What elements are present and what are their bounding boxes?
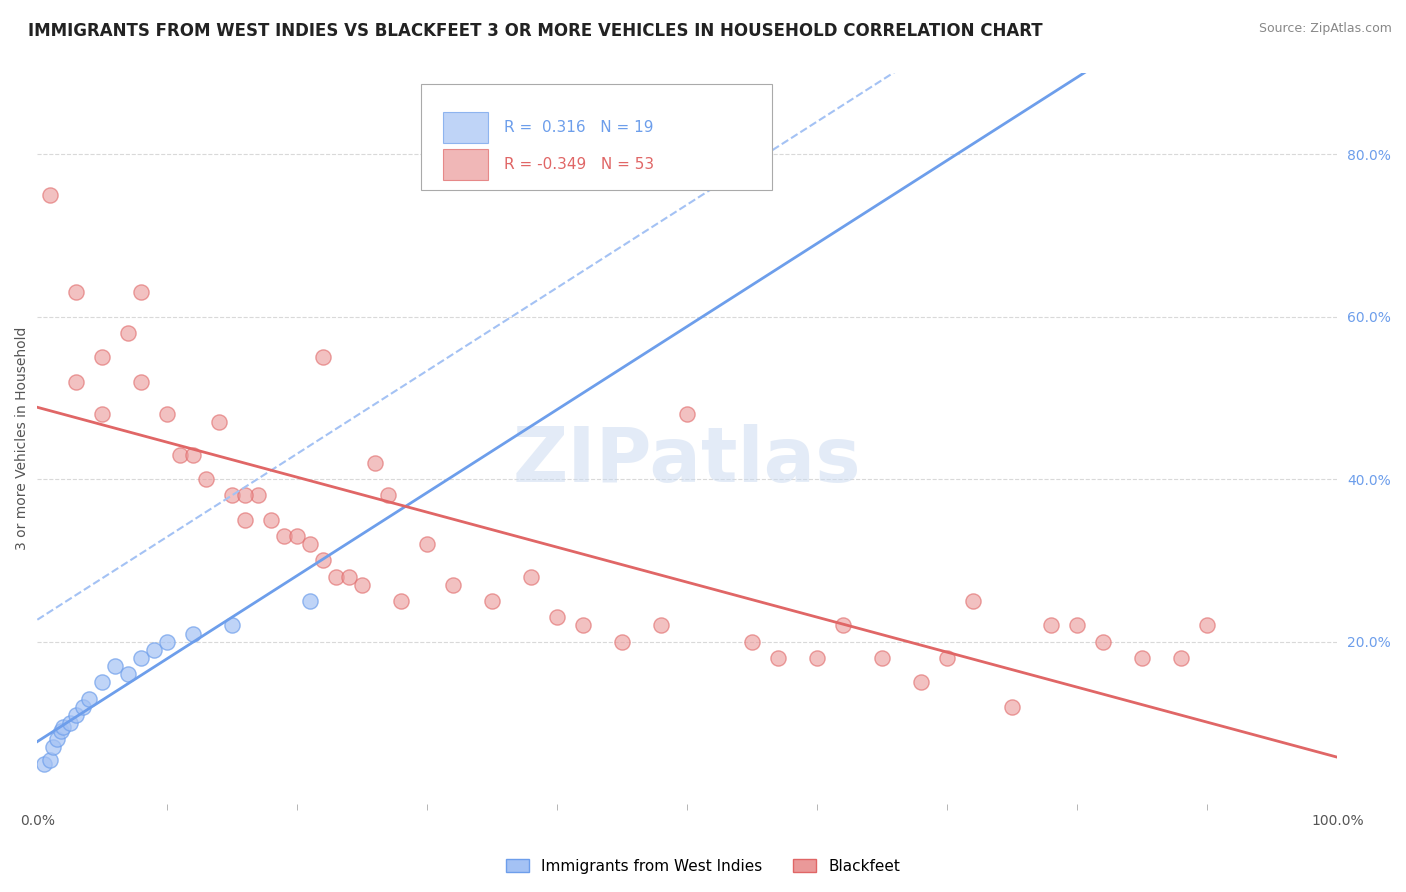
Point (233, 513, 256, 527)
Point (156, 634, 179, 648)
Point (1170, 651, 1192, 665)
Text: R = -0.349   N = 53: R = -0.349 N = 53 (505, 157, 654, 172)
Text: IMMIGRANTS FROM WEST INDIES VS BLACKFEET 3 OR MORE VEHICLES IN HOUSEHOLD CORRELA: IMMIGRANTS FROM WEST INDIES VS BLACKFEET… (28, 22, 1043, 40)
Point (91, 407, 114, 421)
Point (806, 651, 828, 665)
Point (156, 407, 179, 421)
Point (1001, 699, 1024, 714)
Point (572, 618, 595, 632)
Point (169, 448, 191, 462)
Point (45, 732, 67, 747)
FancyBboxPatch shape (420, 84, 772, 190)
Point (273, 529, 295, 543)
Point (1066, 618, 1088, 632)
FancyBboxPatch shape (443, 112, 488, 144)
Text: Source: ZipAtlas.com: Source: ZipAtlas.com (1258, 22, 1392, 36)
Point (832, 618, 855, 632)
Point (208, 415, 231, 429)
Point (131, 285, 153, 300)
Point (131, 375, 153, 389)
Point (612, 634, 634, 648)
Point (183, 448, 205, 462)
Point (49, 724, 72, 739)
Point (117, 326, 139, 340)
Point (650, 618, 672, 632)
Point (546, 610, 568, 624)
Text: R =  0.316   N = 19: R = 0.316 N = 19 (505, 120, 654, 136)
Point (962, 594, 984, 608)
Point (910, 675, 932, 690)
Point (65, 375, 87, 389)
Point (520, 570, 543, 584)
Point (1092, 634, 1115, 648)
Point (91, 351, 114, 365)
Point (416, 537, 439, 551)
Point (79, 691, 101, 706)
Point (1040, 618, 1063, 632)
Point (42, 740, 65, 755)
Point (260, 513, 283, 527)
Point (233, 488, 256, 502)
Point (183, 626, 205, 640)
Point (768, 651, 790, 665)
Point (247, 488, 270, 502)
Point (364, 456, 387, 470)
Point (32, 756, 55, 771)
Point (221, 618, 243, 632)
Point (299, 537, 322, 551)
Point (312, 351, 335, 365)
Point (285, 529, 308, 543)
Point (441, 578, 464, 592)
Point (72, 699, 94, 714)
Point (741, 634, 763, 648)
Point (195, 472, 218, 486)
Point (299, 594, 322, 608)
Point (91, 675, 114, 690)
Point (65, 285, 87, 300)
Point (936, 651, 959, 665)
FancyBboxPatch shape (443, 149, 488, 180)
Point (39, 187, 62, 202)
Point (52, 720, 75, 734)
Point (221, 488, 243, 502)
Point (1132, 651, 1154, 665)
Point (872, 651, 894, 665)
Point (104, 659, 127, 673)
Point (143, 643, 166, 657)
Point (39, 752, 62, 766)
Point (131, 651, 153, 665)
Legend: Immigrants from West Indies, Blackfeet: Immigrants from West Indies, Blackfeet (501, 853, 905, 880)
Point (59, 716, 82, 731)
Point (676, 407, 699, 421)
Text: ZIPatlas: ZIPatlas (513, 424, 862, 498)
Point (117, 667, 139, 681)
Y-axis label: 3 or more Vehicles in Household: 3 or more Vehicles in Household (15, 326, 30, 550)
Point (65, 707, 87, 722)
Point (352, 578, 374, 592)
Point (481, 594, 503, 608)
Point (377, 488, 399, 502)
Point (325, 570, 347, 584)
Point (312, 553, 335, 567)
Point (337, 570, 360, 584)
Point (1197, 618, 1219, 632)
Point (389, 594, 412, 608)
